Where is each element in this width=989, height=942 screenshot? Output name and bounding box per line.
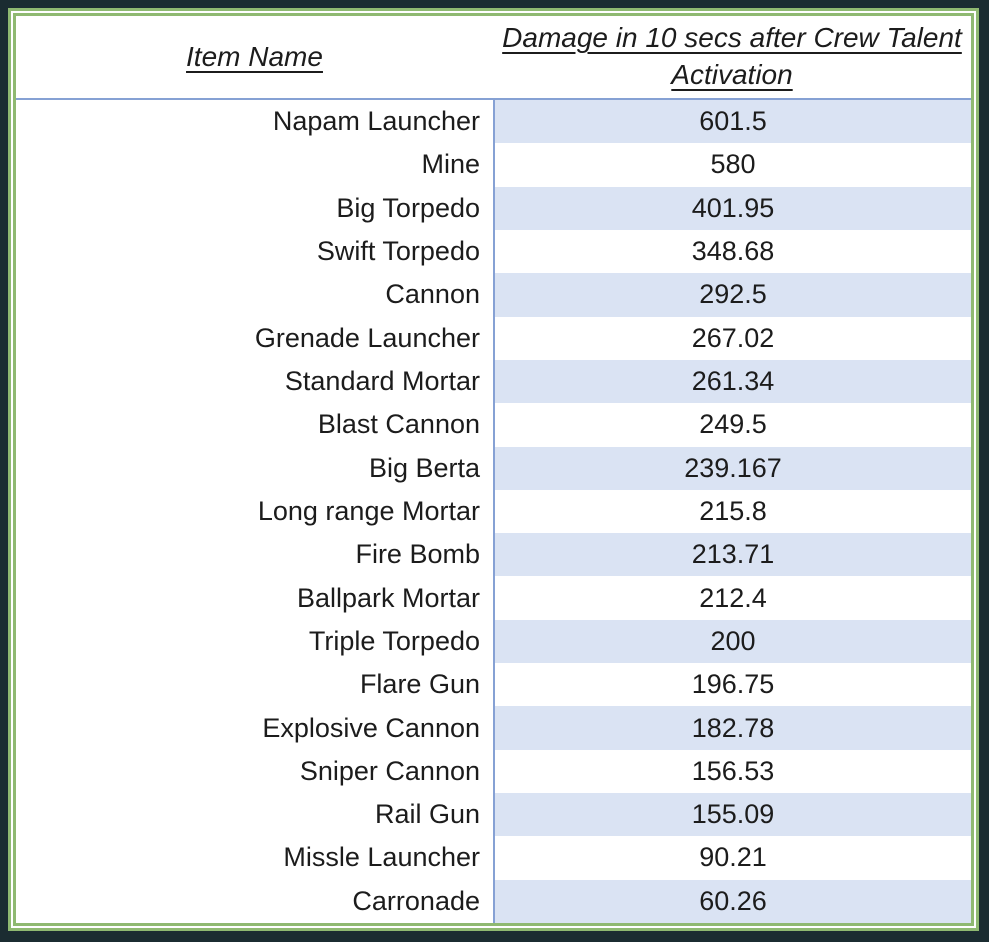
column-header-item-name: Item Name — [16, 16, 493, 98]
damage-value-cell: 401.95 — [493, 186, 971, 230]
item-name-cell: Flare Gun — [16, 663, 493, 707]
table-row: Ballpark Mortar 212.4 — [16, 576, 971, 620]
table-row: Sniper Cannon 156.53 — [16, 749, 971, 793]
item-name-cell: Big Torpedo — [16, 186, 493, 230]
damage-value-cell: 267.02 — [493, 316, 971, 360]
damage-value-cell: 239.167 — [493, 446, 971, 490]
damage-value-cell: 261.34 — [493, 359, 971, 404]
item-name-cell: Missle Launcher — [16, 836, 493, 880]
item-name-cell: Rail Gun — [16, 793, 493, 837]
item-name-cell: Sniper Cannon — [16, 749, 493, 793]
damage-value-cell: 196.75 — [493, 663, 971, 707]
damage-value-cell: 213.71 — [493, 533, 971, 577]
item-name-cell: Grenade Launcher — [16, 316, 493, 360]
item-name-cell: Triple Torpedo — [16, 619, 493, 664]
table-row: Big Berta 239.167 — [16, 446, 971, 490]
damage-value-cell: 601.5 — [493, 100, 971, 144]
item-name-cell: Napam Launcher — [16, 100, 493, 144]
table-row: Cannon 292.5 — [16, 273, 971, 317]
damage-value-cell: 90.21 — [493, 836, 971, 880]
table-row: Flare Gun 196.75 — [16, 663, 971, 707]
item-name-cell: Explosive Cannon — [16, 706, 493, 750]
damage-value-cell: 60.26 — [493, 879, 971, 923]
damage-value-cell: 212.4 — [493, 576, 971, 620]
data-table: Item Name Damage in 10 secs after Crew T… — [13, 13, 974, 926]
table-row: Fire Bomb 213.71 — [16, 533, 971, 577]
item-name-cell: Big Berta — [16, 446, 493, 490]
damage-value-cell: 249.5 — [493, 403, 971, 447]
table-row: Big Torpedo 401.95 — [16, 186, 971, 230]
item-name-header-label: Item Name — [186, 40, 323, 72]
table-row: Mine 580 — [16, 143, 971, 187]
item-name-cell: Fire Bomb — [16, 533, 493, 577]
table-row: Blast Cannon 249.5 — [16, 403, 971, 447]
item-name-cell: Swift Torpedo — [16, 229, 493, 274]
table-body: Napam Launcher 601.5 Mine 580 Big Torpedo 401… — [16, 100, 971, 923]
damage-value-cell: 156.53 — [493, 749, 971, 793]
table-row: Rail Gun 155.09 — [16, 793, 971, 837]
item-name-cell: Long range Mortar — [16, 489, 493, 534]
item-name-cell: Cannon — [16, 273, 493, 317]
damage-value-cell: 182.78 — [493, 706, 971, 750]
damage-value-cell: 292.5 — [493, 273, 971, 317]
table-header-row: Item Name Damage in 10 secs after Crew T… — [16, 16, 971, 100]
table-row: Standard Mortar 261.34 — [16, 359, 971, 404]
table-row: Swift Torpedo 348.68 — [16, 229, 971, 274]
table-row: Carronade 60.26 — [16, 879, 971, 923]
table-row: Triple Torpedo 200 — [16, 619, 971, 664]
table-outer-border: Item Name Damage in 10 secs after Crew T… — [8, 8, 979, 931]
item-name-cell: Blast Cannon — [16, 403, 493, 447]
table-row: Napam Launcher 601.5 — [16, 100, 971, 144]
item-name-cell: Mine — [16, 143, 493, 187]
column-header-damage: Damage in 10 secs after Crew Talent Acti… — [493, 16, 971, 98]
table-row: Missle Launcher 90.21 — [16, 836, 971, 880]
damage-value-cell: 155.09 — [493, 793, 971, 837]
item-name-cell: Ballpark Mortar — [16, 576, 493, 620]
damage-value-cell: 215.8 — [493, 489, 971, 534]
table-row: Grenade Launcher 267.02 — [16, 316, 971, 360]
damage-value-cell: 200 — [493, 619, 971, 664]
damage-value-cell: 580 — [493, 143, 971, 187]
table-row: Long range Mortar 215.8 — [16, 489, 971, 534]
item-name-cell: Carronade — [16, 879, 493, 923]
table-row: Explosive Cannon 182.78 — [16, 706, 971, 750]
damage-value-cell: 348.68 — [493, 229, 971, 274]
damage-header-label: Damage in 10 secs after Crew Talent Acti… — [502, 22, 962, 90]
item-name-cell: Standard Mortar — [16, 359, 493, 404]
